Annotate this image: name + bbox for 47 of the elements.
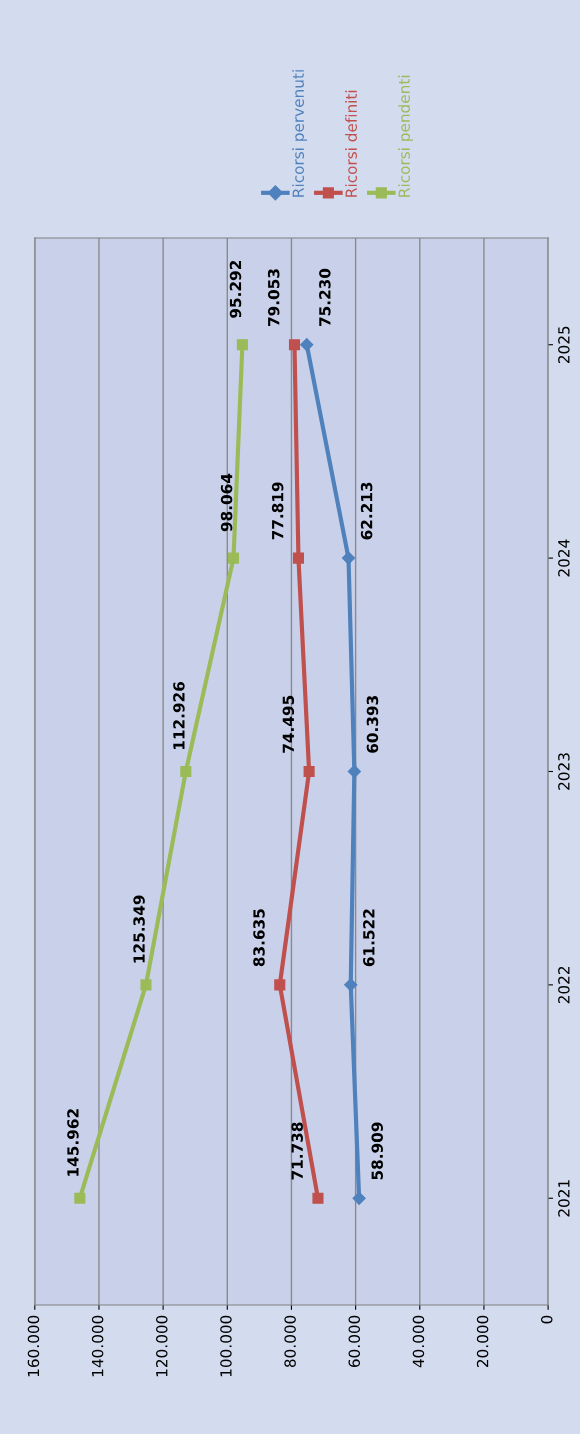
point	[344, 978, 358, 992]
point	[274, 979, 286, 991]
data-label: 125.349	[133, 895, 145, 963]
point	[303, 765, 315, 778]
data-label: 77.819	[271, 482, 284, 540]
text: Ricorsi pendenti	[398, 75, 413, 197]
data-label: 83.635	[253, 909, 265, 967]
y-tick-label: 2023	[558, 753, 570, 790]
text: Ricorsi definiti	[345, 90, 357, 197]
data-label: 145.962	[67, 1109, 79, 1176]
point	[312, 1192, 324, 1204]
data-label: 98.064	[220, 473, 233, 532]
data-label: 79.053	[267, 269, 280, 326]
point	[300, 338, 314, 352]
data-label: 62.213	[360, 482, 373, 540]
point	[341, 551, 356, 565]
x-tick-label: 20.000	[476, 1315, 489, 1367]
data-label: 60.393	[366, 696, 379, 753]
point	[236, 339, 248, 351]
x-tick-label: 40.000	[412, 1315, 425, 1368]
point	[352, 1191, 366, 1205]
data-label: 75.230	[319, 268, 331, 326]
x-tick-label: 100.000	[220, 1315, 232, 1377]
data-label: 112.926	[173, 681, 185, 749]
x-tick-label: 0	[540, 1315, 553, 1324]
x-tick-label: 140.000	[91, 1315, 104, 1377]
point	[140, 979, 152, 991]
point	[74, 1192, 86, 1204]
point	[347, 764, 361, 779]
data-label: 58.909	[371, 1122, 383, 1180]
point	[288, 339, 301, 351]
y-tick-label: 2022	[558, 966, 570, 1004]
point	[180, 765, 192, 778]
y-tick-label: 2021	[558, 1180, 570, 1217]
point	[227, 552, 240, 564]
y-tick-label: 2024	[558, 539, 570, 577]
data-label: 71.738	[291, 1122, 303, 1180]
data-label: 74.495	[282, 695, 295, 753]
x-tick-label: 80.000	[284, 1315, 296, 1368]
x-tick-label: 120.000	[156, 1315, 168, 1377]
x-tick-label: 160.000	[27, 1315, 40, 1377]
point	[292, 552, 305, 564]
y-tick-label: 2025	[558, 326, 570, 364]
data-label: 61.522	[363, 909, 375, 967]
data-label: 95.292	[229, 261, 242, 318]
x-tick-label: 60.000	[348, 1315, 361, 1368]
text: Ricorsi pervenuti	[292, 70, 307, 197]
